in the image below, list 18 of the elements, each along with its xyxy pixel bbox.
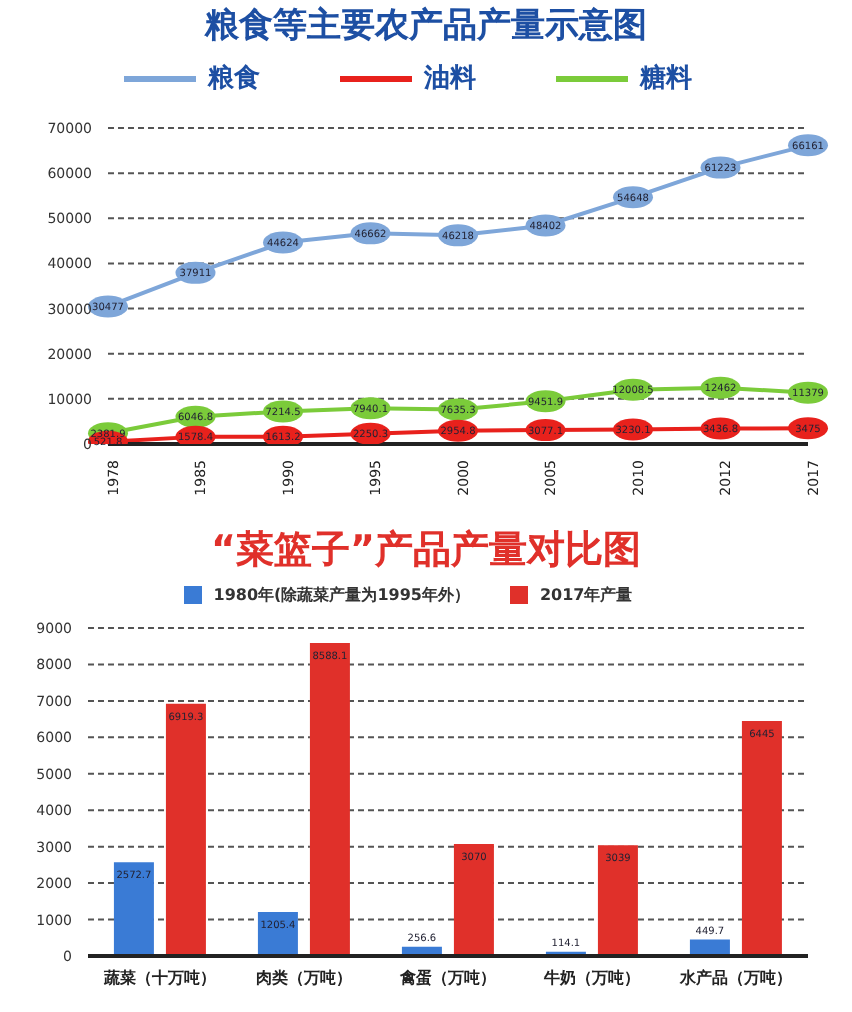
legend-label: 1980年(除蔬菜产量为1995年外）: [211, 584, 470, 606]
legend-label: 糖料: [637, 61, 692, 96]
chart-title: “菜篮子”产品产量对比图: [209, 526, 643, 576]
bar: [309, 643, 350, 956]
x-tick-label: 蔬菜（十万吨）: [102, 969, 216, 988]
chart-title: 粮食等主要农产品产量示意图: [202, 4, 649, 50]
x-tick-label: 水产品（万吨）: [678, 969, 792, 988]
bar: [597, 845, 638, 956]
x-tick-label: 牛奶（万吨）: [542, 969, 640, 988]
bar: [113, 862, 154, 956]
bar: [453, 844, 494, 956]
bar: [165, 703, 206, 956]
legend-label: 粮食: [205, 62, 260, 96]
x-tick-label: 肉类（万吨）: [256, 969, 352, 988]
bar: [741, 721, 782, 956]
x-tick-label: 禽蛋（万吨）: [398, 969, 496, 988]
legend-label: 油料: [422, 62, 476, 96]
legend-label: 2017年产量: [537, 584, 633, 606]
